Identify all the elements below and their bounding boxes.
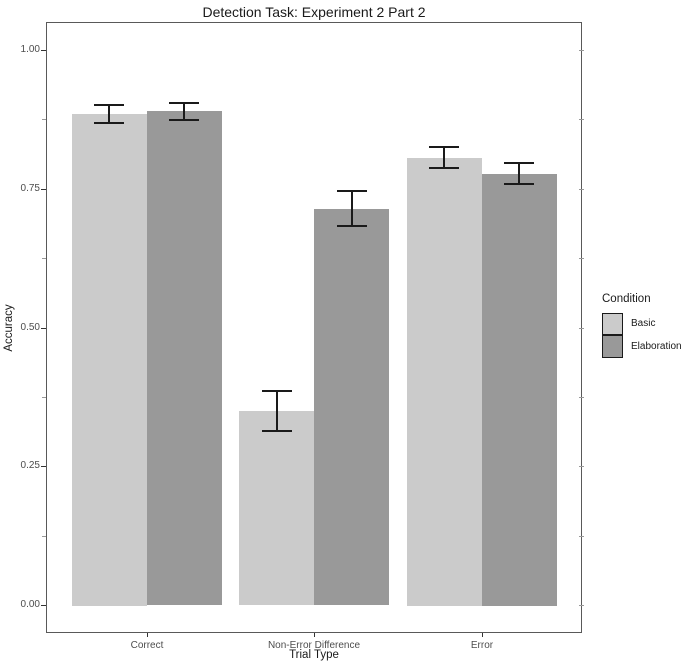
legend-swatch-basic	[602, 312, 623, 335]
x-axis-title: Trial Type	[289, 649, 339, 661]
x-axis-tick	[482, 633, 483, 637]
y-tick-label: 0.00	[20, 599, 40, 610]
legend-label-basic: Basic	[631, 318, 656, 329]
x-axis-tick	[314, 633, 315, 637]
legend-swatch-elaboration	[602, 334, 623, 358]
legend: Condition Basic Elaboration	[602, 293, 682, 358]
y-tick-label: 1.00	[20, 44, 40, 55]
legend-key-elaboration: Elaboration	[602, 334, 682, 358]
legend-label-elaboration: Elaboration	[631, 341, 682, 352]
legend-key-basic: Basic	[602, 312, 682, 335]
x-axis-tick	[147, 633, 148, 637]
y-tick-label: 0.75	[20, 183, 40, 194]
legend-title: Condition	[602, 293, 651, 305]
y-tick-label: 0.25	[20, 460, 40, 471]
chart-title: Detection Task: Experiment 2 Part 2	[202, 4, 426, 20]
plot-panel	[46, 22, 582, 633]
y-axis-title: Accuracy	[3, 304, 15, 352]
